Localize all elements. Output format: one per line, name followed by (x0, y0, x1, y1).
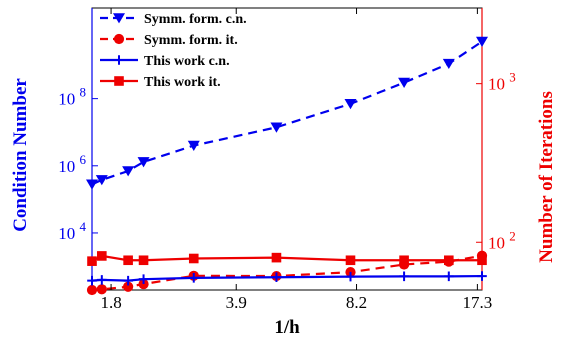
data-point (477, 271, 487, 281)
data-point (97, 251, 107, 261)
series-this-work-c-n (87, 271, 487, 286)
data-point (96, 284, 107, 295)
data-point (442, 58, 455, 70)
data-point (86, 284, 98, 296)
series-line (91, 40, 483, 186)
data-point (95, 175, 108, 186)
data-point (97, 275, 107, 285)
y-axis-right-label: Number of Iterations (536, 91, 557, 263)
y-right-tick-label: 10 2 (488, 228, 516, 252)
legend-entry: Symm. form. c.n. (100, 12, 247, 27)
data-point (86, 179, 98, 190)
data-point (345, 255, 356, 266)
data-point (477, 255, 487, 266)
x-axis-label: 1/h (274, 317, 300, 338)
y-left-tick-label: 10 8 (58, 85, 86, 109)
ticks-layer: 1.8 3.9 8.2 17.3 10 4 10 6 10 8 10 2 10 3 (58, 8, 516, 312)
series-layer (86, 36, 488, 296)
data-point (123, 281, 134, 292)
series-line (91, 274, 483, 282)
legend-label: This work c.n. (144, 54, 230, 69)
x-tick-label: 3.9 (226, 293, 247, 312)
y-axis-left-label: Condition Number (10, 78, 31, 232)
legend-entry: Symm. form. it. (100, 33, 238, 48)
data-point (138, 255, 149, 266)
data-point (138, 274, 149, 284)
y-left-tick-label: 10 6 (58, 152, 86, 176)
legend: Symm. form. c.n. Symm. form. it. This work… (100, 12, 247, 90)
x-tick-label: 1.8 (100, 293, 121, 312)
data-point (123, 275, 133, 286)
plot-frame (91, 7, 483, 291)
data-point (444, 271, 454, 282)
series-line (91, 254, 482, 263)
data-point (345, 271, 356, 282)
data-point (188, 273, 199, 283)
data-point (114, 55, 124, 65)
data-point (399, 271, 409, 282)
x-tick-label: 17.3 (463, 293, 493, 312)
data-point (399, 255, 409, 266)
x-tick-label: 8.2 (346, 293, 367, 312)
data-point (113, 33, 125, 45)
series-symm-form-c-n (86, 36, 488, 190)
data-point (123, 255, 133, 266)
legend-label: This work it. (144, 75, 221, 90)
data-point (271, 272, 282, 283)
data-point (87, 256, 97, 266)
y-left-tick-label: 10 4 (58, 219, 86, 243)
y-right-tick-label: 10 3 (488, 70, 516, 94)
legend-label: Symm. form. c.n. (144, 12, 247, 27)
data-point (87, 275, 97, 286)
data-point (114, 76, 124, 86)
data-point (476, 36, 488, 47)
series-line (91, 254, 483, 292)
data-point (398, 77, 411, 89)
data-point (344, 99, 357, 110)
data-point (270, 122, 283, 133)
legend-label: Symm. form. it. (144, 33, 238, 48)
data-point (122, 166, 135, 177)
data-point (271, 252, 282, 263)
legend-entry: This work it. (100, 75, 221, 90)
data-point (187, 140, 200, 151)
data-point (188, 253, 199, 264)
series-this-work-it (87, 251, 487, 266)
plot-box (91, 7, 483, 291)
data-point (138, 278, 149, 290)
data-point (113, 13, 125, 24)
data-point (137, 157, 150, 168)
data-point (444, 255, 454, 266)
legend-entry: This work c.n. (100, 54, 230, 69)
